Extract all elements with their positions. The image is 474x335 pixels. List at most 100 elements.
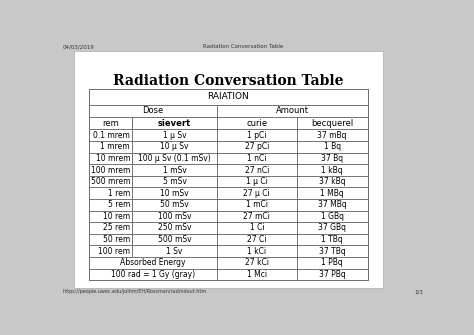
Bar bbox=[217, 153, 297, 164]
Text: 10 μ Sv: 10 μ Sv bbox=[160, 142, 189, 151]
Bar bbox=[132, 234, 217, 245]
Text: 1 pCi: 1 pCi bbox=[247, 131, 266, 140]
Bar bbox=[89, 89, 368, 105]
Text: Dose: Dose bbox=[142, 106, 164, 115]
Bar bbox=[297, 257, 368, 269]
Text: 250 mSv: 250 mSv bbox=[158, 223, 191, 232]
Bar bbox=[89, 176, 132, 187]
Bar bbox=[217, 199, 297, 211]
Text: 50 mSv: 50 mSv bbox=[160, 200, 189, 209]
Bar bbox=[89, 130, 132, 141]
Bar bbox=[297, 222, 368, 234]
Text: 500 mSv: 500 mSv bbox=[158, 235, 191, 244]
Bar bbox=[89, 222, 132, 234]
Text: 1 Sv: 1 Sv bbox=[166, 247, 182, 256]
Text: 37 MBq: 37 MBq bbox=[318, 200, 346, 209]
Text: 27 nCi: 27 nCi bbox=[245, 165, 269, 175]
Text: 1 mCi: 1 mCi bbox=[246, 200, 268, 209]
Text: 10 mrem: 10 mrem bbox=[96, 154, 130, 163]
Text: 100 rem: 100 rem bbox=[98, 247, 130, 256]
Text: 1 mSv: 1 mSv bbox=[163, 165, 186, 175]
Text: curie: curie bbox=[246, 119, 267, 128]
Text: rem: rem bbox=[102, 119, 118, 128]
Text: 27 Ci: 27 Ci bbox=[247, 235, 266, 244]
Bar bbox=[89, 269, 217, 280]
Bar bbox=[297, 234, 368, 245]
Bar bbox=[74, 51, 383, 288]
Bar bbox=[217, 211, 297, 222]
Text: Absorbed Energy: Absorbed Energy bbox=[120, 258, 186, 267]
Bar bbox=[132, 117, 217, 130]
Text: 04/03/2019: 04/03/2019 bbox=[63, 44, 95, 49]
Text: 1 nCi: 1 nCi bbox=[247, 154, 266, 163]
Text: 100 mSv: 100 mSv bbox=[158, 212, 191, 221]
Bar bbox=[132, 211, 217, 222]
Text: 1 GBq: 1 GBq bbox=[321, 212, 344, 221]
Bar bbox=[217, 245, 297, 257]
Bar bbox=[132, 187, 217, 199]
Bar bbox=[132, 130, 217, 141]
Bar bbox=[217, 176, 297, 187]
Bar bbox=[297, 153, 368, 164]
Text: 37 TBq: 37 TBq bbox=[319, 247, 346, 256]
Text: 1 PBq: 1 PBq bbox=[321, 258, 343, 267]
Text: 1 μ Ci: 1 μ Ci bbox=[246, 177, 268, 186]
Bar bbox=[89, 164, 132, 176]
Text: 10 rem: 10 rem bbox=[103, 212, 130, 221]
Text: 1 rem: 1 rem bbox=[108, 189, 130, 198]
Bar bbox=[217, 234, 297, 245]
Bar bbox=[217, 117, 297, 130]
Bar bbox=[89, 153, 132, 164]
Text: 100 rad = 1 Gy (gray): 100 rad = 1 Gy (gray) bbox=[111, 270, 195, 279]
Text: Amount: Amount bbox=[276, 106, 309, 115]
Text: 5 mSv: 5 mSv bbox=[163, 177, 186, 186]
Bar bbox=[297, 141, 368, 153]
Text: 27 pCi: 27 pCi bbox=[245, 142, 269, 151]
Text: 1 Ci: 1 Ci bbox=[249, 223, 264, 232]
Bar bbox=[217, 269, 297, 280]
Bar bbox=[297, 187, 368, 199]
Text: 1/3: 1/3 bbox=[414, 289, 423, 294]
Text: 0.1 mrem: 0.1 mrem bbox=[93, 131, 130, 140]
Bar bbox=[89, 257, 217, 269]
Text: 1 mrem: 1 mrem bbox=[100, 142, 130, 151]
Bar bbox=[297, 130, 368, 141]
Text: sievert: sievert bbox=[158, 119, 191, 128]
Text: 27 mCi: 27 mCi bbox=[244, 212, 270, 221]
Text: 1 Mci: 1 Mci bbox=[247, 270, 267, 279]
Bar bbox=[89, 245, 132, 257]
Text: Radiation Conversation Table: Radiation Conversation Table bbox=[203, 44, 283, 49]
Bar bbox=[297, 176, 368, 187]
Text: 37 Bq: 37 Bq bbox=[321, 154, 343, 163]
Text: 27 μ Ci: 27 μ Ci bbox=[244, 189, 270, 198]
Text: 1 MBq: 1 MBq bbox=[320, 189, 344, 198]
Text: 27 kCi: 27 kCi bbox=[245, 258, 269, 267]
Bar bbox=[217, 130, 297, 141]
Bar bbox=[132, 141, 217, 153]
Bar bbox=[89, 199, 132, 211]
Text: 100 mrem: 100 mrem bbox=[91, 165, 130, 175]
Bar bbox=[217, 187, 297, 199]
Text: 1 Bq: 1 Bq bbox=[324, 142, 341, 151]
Bar bbox=[217, 222, 297, 234]
Bar bbox=[89, 105, 217, 117]
Bar bbox=[217, 141, 297, 153]
Bar bbox=[89, 211, 132, 222]
Text: becquerel: becquerel bbox=[311, 119, 353, 128]
Text: 1 kBq: 1 kBq bbox=[321, 165, 343, 175]
Bar bbox=[297, 117, 368, 130]
Bar bbox=[217, 105, 368, 117]
Bar bbox=[132, 164, 217, 176]
Text: 5 rem: 5 rem bbox=[108, 200, 130, 209]
Text: 50 rem: 50 rem bbox=[103, 235, 130, 244]
Bar bbox=[89, 89, 368, 280]
Text: 100 μ Sv (0.1 mSv): 100 μ Sv (0.1 mSv) bbox=[138, 154, 211, 163]
Text: 25 rem: 25 rem bbox=[103, 223, 130, 232]
Text: 37 GBq: 37 GBq bbox=[318, 223, 346, 232]
Bar bbox=[217, 257, 297, 269]
Bar bbox=[89, 187, 132, 199]
Bar bbox=[132, 199, 217, 211]
Bar bbox=[132, 176, 217, 187]
Bar bbox=[89, 141, 132, 153]
Bar bbox=[132, 153, 217, 164]
